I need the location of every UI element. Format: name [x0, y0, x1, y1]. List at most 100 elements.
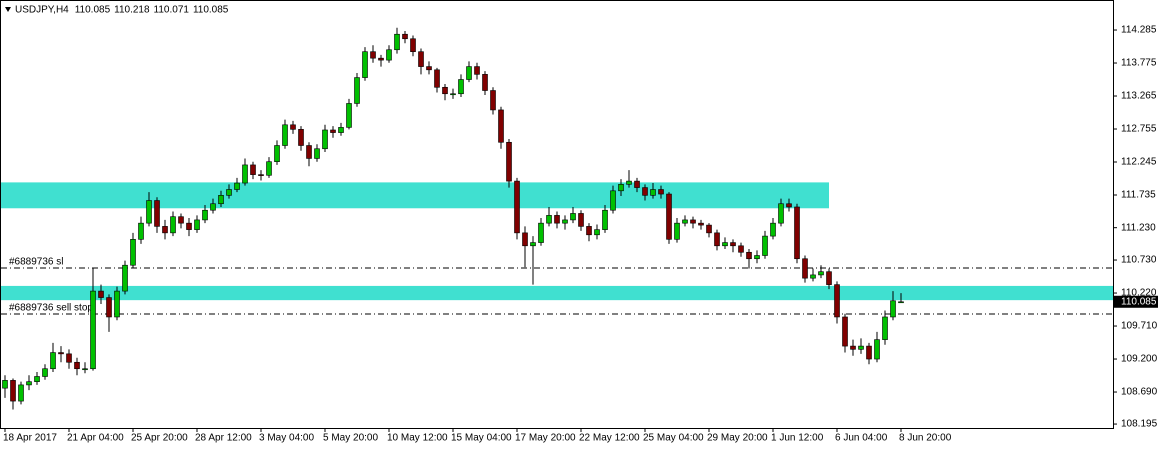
- x-tick-label: 17 May 20:00: [515, 433, 576, 444]
- candle-body: [746, 251, 752, 260]
- zone: [1, 182, 829, 209]
- candle-body: [82, 368, 88, 371]
- ohlc-value: 110.071: [154, 5, 190, 16]
- candle-body: [250, 164, 256, 175]
- candle-body: [58, 352, 64, 355]
- candle-body: [634, 180, 640, 188]
- candle-body: [338, 127, 344, 133]
- candle-body: [266, 161, 272, 176]
- y-tick-label: 110.730: [1121, 255, 1157, 266]
- candle-body: [66, 353, 72, 363]
- candle-body: [242, 164, 248, 184]
- x-tick-label: 22 May 12:00: [579, 433, 640, 444]
- candle-body: [642, 187, 648, 196]
- candle-body: [626, 180, 632, 185]
- candle-body: [618, 184, 624, 192]
- candle-body: [554, 215, 560, 224]
- symbol: USDJPY,H4: [15, 5, 69, 16]
- candle-body: [522, 232, 528, 247]
- candle-body: [18, 384, 24, 402]
- candle-body: [762, 235, 768, 256]
- header: USDJPY,H4: [15, 5, 69, 16]
- x-tick-label: 10 May 12:00: [387, 433, 448, 444]
- candle-body: [570, 213, 576, 221]
- ohlc-value: 110.085: [75, 5, 111, 16]
- y-tick-label: 108.195: [1121, 419, 1158, 430]
- candle-body: [306, 145, 312, 159]
- order-label: #6889736 sell stop: [9, 303, 93, 314]
- candle-body: [426, 66, 432, 71]
- candle-body: [234, 182, 240, 190]
- candle-body: [218, 195, 224, 205]
- candle-body: [74, 361, 80, 370]
- candle-body: [394, 33, 400, 51]
- ohlc-value: 110.085: [193, 5, 229, 16]
- x-tick-label: 29 May 20:00: [707, 433, 768, 444]
- candle-body: [386, 49, 392, 61]
- candle-body: [754, 255, 760, 260]
- candle-body: [90, 290, 96, 370]
- menu-arrow[interactable]: [5, 7, 11, 12]
- candle-body: [274, 145, 280, 162]
- candle-body: [354, 77, 360, 104]
- candle-body: [834, 284, 840, 318]
- candle-body: [202, 209, 208, 221]
- x-tick-label: 21 Apr 04:00: [67, 433, 124, 444]
- candle-body: [402, 33, 408, 40]
- candle-body: [506, 141, 512, 182]
- candle-body: [546, 215, 552, 224]
- candle-body: [378, 57, 384, 61]
- candle-body: [858, 345, 864, 350]
- candle-body: [890, 300, 896, 318]
- x-tick-label: 18 Apr 2017: [3, 433, 57, 444]
- candle-body: [722, 242, 728, 247]
- candle-body: [418, 51, 424, 67]
- candle-body: [34, 376, 40, 382]
- candle-body: [450, 93, 456, 96]
- candle-body: [314, 148, 320, 159]
- ohlc-value: 110.218: [114, 5, 150, 16]
- x-tick-label: 25 Apr 20:00: [131, 433, 188, 444]
- candle-body: [770, 222, 776, 237]
- candle-body: [826, 271, 832, 285]
- x-tick-label: 28 Apr 12:00: [195, 433, 252, 444]
- candle-body: [786, 203, 792, 208]
- price-marker: [1114, 295, 1158, 308]
- candle-body: [434, 69, 440, 88]
- candle-body: [810, 274, 816, 279]
- candle-body: [802, 258, 808, 279]
- x-tick-label: 8 Jun 20:00: [899, 433, 952, 444]
- y-tick-label: 108.690: [1121, 387, 1158, 398]
- y-tick-label: 111.735: [1121, 190, 1156, 201]
- candle-body: [290, 124, 296, 130]
- candle-body: [170, 216, 176, 234]
- candle-body: [442, 86, 448, 95]
- candle-body: [562, 219, 568, 224]
- candle-body: [714, 232, 720, 247]
- x-tick-label: 6 Jun 04:00: [835, 433, 888, 444]
- y-tick-label: 113.265: [1121, 91, 1157, 102]
- y-tick-label: 111.230: [1121, 222, 1156, 233]
- candle-body: [586, 226, 592, 236]
- candle-body: [10, 380, 16, 402]
- y-tick-label: 112.755: [1121, 124, 1157, 135]
- candle-body: [154, 200, 160, 227]
- candle-body: [674, 222, 680, 240]
- candle-body: [514, 180, 520, 234]
- candle-body: [458, 79, 464, 95]
- candle-body: [178, 216, 184, 224]
- candle-body: [794, 206, 800, 260]
- candle-body: [578, 213, 584, 227]
- candle-body: [122, 264, 128, 292]
- candle-body: [362, 51, 368, 78]
- candle-body: [330, 129, 336, 133]
- y-tick-label: 109.200: [1121, 354, 1158, 365]
- candle-body: [186, 222, 192, 230]
- candle-body: [874, 339, 880, 360]
- candle-body: [466, 66, 472, 80]
- y-tick-label: 109.710: [1121, 321, 1158, 332]
- candle-body: [594, 229, 600, 236]
- y-tick-label: 114.285: [1121, 25, 1157, 36]
- candle-body: [410, 38, 416, 52]
- candle-body: [610, 190, 616, 211]
